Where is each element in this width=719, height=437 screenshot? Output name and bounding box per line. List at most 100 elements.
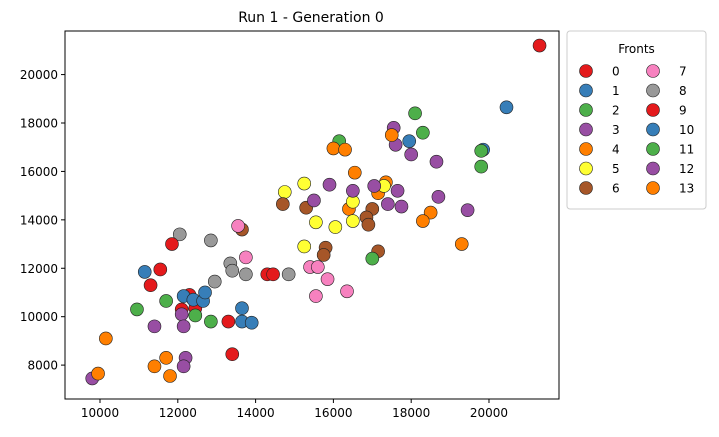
data-point-front-13 — [163, 369, 177, 383]
plot-area — [64, 30, 560, 400]
data-point-front-12 — [322, 177, 337, 192]
legend-marker-front-10 — [646, 122, 660, 137]
data-point-front-12 — [307, 193, 321, 208]
data-point-front-4 — [416, 214, 430, 228]
data-point-front-13 — [147, 359, 162, 374]
data-point-front-5 — [297, 239, 312, 254]
data-point-front-9 — [221, 314, 236, 329]
legend-label-front-7: 7 — [679, 65, 687, 79]
data-point-front-6 — [276, 197, 290, 211]
data-point-front-8 — [239, 267, 253, 282]
data-point-front-4 — [454, 237, 469, 251]
data-point-front-8 — [172, 227, 187, 242]
legend-marker-front-7 — [646, 64, 660, 78]
data-point-front-3 — [431, 190, 446, 204]
y-tick-label: 18000 — [20, 117, 58, 131]
chart-title: Run 1 - Generation 0 — [238, 10, 384, 26]
data-point-front-12 — [147, 319, 162, 334]
data-point-front-10 — [198, 285, 212, 300]
legend-marker-front-0 — [579, 64, 593, 78]
data-point-front-8 — [281, 267, 296, 282]
data-point-front-2 — [474, 159, 489, 174]
data-point-front-11 — [365, 251, 380, 266]
data-point-front-7 — [320, 272, 335, 286]
data-point-front-6 — [361, 217, 376, 232]
data-point-front-4 — [338, 142, 352, 157]
legend-marker-front-3 — [579, 122, 593, 137]
data-point-front-11 — [159, 294, 173, 308]
data-point-front-12 — [174, 307, 189, 322]
data-point-front-13 — [91, 366, 105, 381]
x-tick-label: 10000 — [81, 406, 119, 420]
data-point-front-13 — [159, 351, 173, 365]
y-tick-label: 12000 — [20, 262, 58, 276]
data-point-front-7 — [311, 260, 325, 274]
data-point-front-3 — [404, 147, 418, 162]
x-tick-label: 20000 — [470, 406, 508, 420]
data-point-front-0 — [532, 38, 547, 53]
data-point-front-5 — [346, 214, 360, 228]
data-point-front-9 — [153, 262, 168, 277]
x-tick-label: 16000 — [314, 406, 352, 420]
data-point-front-12 — [176, 359, 191, 374]
data-point-front-4 — [384, 128, 399, 142]
legend-marker-front-11 — [646, 142, 660, 156]
data-point-front-8 — [225, 263, 240, 278]
legend-marker-front-1 — [579, 83, 593, 98]
data-point-front-5 — [277, 185, 292, 199]
data-point-front-4 — [347, 165, 362, 180]
x-tick-label: 18000 — [392, 406, 430, 420]
legend-label-front-10: 10 — [679, 123, 694, 137]
data-point-front-10 — [235, 301, 249, 316]
data-point-front-12 — [381, 197, 395, 211]
legend-label-front-9: 9 — [679, 104, 687, 118]
data-point-front-11 — [130, 302, 144, 317]
legend-label-front-11: 11 — [679, 143, 694, 157]
data-point-front-7 — [309, 289, 323, 303]
data-point-front-6 — [316, 248, 331, 262]
legend-label-front-6: 6 — [612, 182, 620, 196]
data-point-front-2 — [416, 125, 430, 140]
legend-label-front-12: 12 — [679, 162, 694, 176]
legend-marker-front-9 — [646, 103, 660, 117]
y-tick-label: 16000 — [20, 165, 58, 179]
legend-label-front-4: 4 — [612, 143, 620, 157]
legend-label-front-3: 3 — [612, 123, 620, 137]
legend-marker-front-6 — [579, 181, 593, 195]
data-point-front-9 — [266, 267, 280, 282]
data-point-front-12 — [394, 199, 409, 214]
data-point-front-9 — [143, 278, 158, 293]
data-point-front-13 — [99, 331, 113, 346]
data-point-front-12 — [176, 319, 191, 334]
data-point-front-2 — [474, 144, 489, 158]
data-point-front-5 — [297, 176, 312, 191]
data-point-front-12 — [367, 179, 382, 193]
y-tick-label: 10000 — [20, 310, 58, 324]
legend-marker-front-8 — [646, 83, 660, 98]
data-point-front-4 — [423, 205, 438, 220]
data-point-front-9 — [225, 347, 240, 362]
x-tick-label: 14000 — [237, 406, 275, 420]
legend-marker-front-2 — [579, 103, 593, 117]
data-point-front-10 — [137, 265, 152, 279]
data-point-front-11 — [204, 314, 218, 329]
data-point-front-5 — [309, 215, 323, 230]
legend-label-front-8: 8 — [679, 84, 687, 98]
data-point-front-8 — [204, 233, 218, 248]
legend-label-front-5: 5 — [612, 162, 620, 176]
legend-marker-front-12 — [646, 161, 660, 176]
data-point-front-7 — [340, 284, 354, 299]
legend-label-front-1: 1 — [612, 84, 620, 98]
data-point-front-2 — [408, 106, 422, 121]
data-point-front-10 — [244, 315, 259, 330]
x-tick-label: 12000 — [159, 406, 197, 420]
data-point-front-11 — [188, 308, 203, 323]
y-tick-label: 14000 — [20, 213, 58, 227]
y-tick-label: 20000 — [20, 68, 58, 82]
data-point-front-1 — [402, 134, 417, 148]
legend-marker-front-4 — [579, 142, 593, 156]
data-point-front-9 — [165, 237, 179, 251]
data-point-front-1 — [499, 100, 514, 115]
